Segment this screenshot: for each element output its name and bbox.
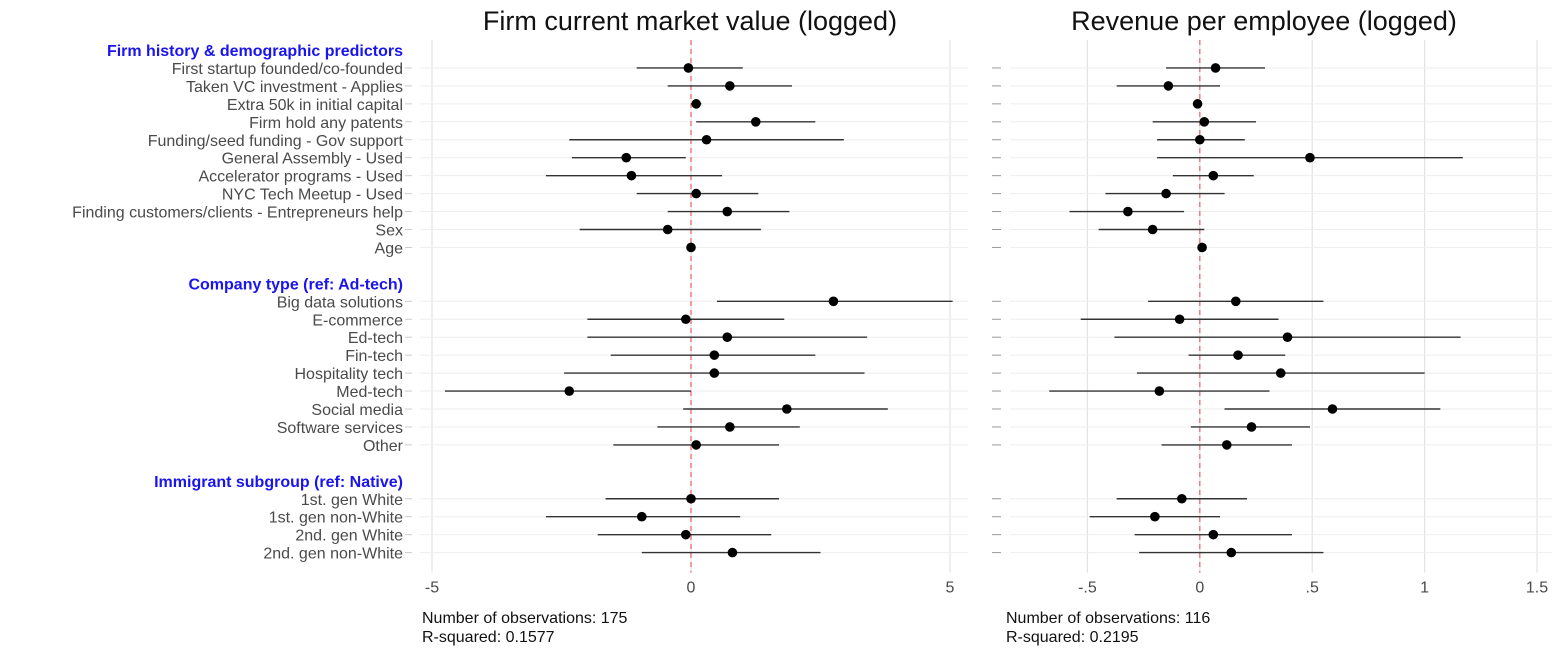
- row-label: First startup founded/co-founded: [172, 61, 403, 78]
- coefficient-point: [725, 81, 735, 91]
- r-squared: R-squared: 0.2195: [1006, 629, 1139, 646]
- coefficient-point: [686, 242, 696, 253]
- row-label: Funding/seed funding - Gov support: [148, 133, 404, 150]
- x-tick-label: 1: [1420, 580, 1429, 597]
- coefficient-point: [686, 493, 696, 504]
- x-tick-label: -.5: [1078, 580, 1097, 597]
- coefficient-point: [1123, 206, 1133, 217]
- coefficient-point: [1177, 493, 1187, 504]
- row-label: Med-tech: [336, 384, 403, 401]
- group-label: Firm history & demographic predictors: [107, 43, 403, 60]
- coefficient-point: [621, 152, 632, 163]
- coefficient-point: [1174, 314, 1185, 325]
- row-label: Taken VC investment - Applies: [186, 79, 403, 96]
- row-label: NYC Tech Meetup - Used: [222, 187, 403, 204]
- coefficient-point: [701, 134, 712, 145]
- coefficient-point: [681, 529, 691, 540]
- coefficient-point: [626, 170, 637, 181]
- coefficient-point: [1161, 188, 1171, 199]
- row-label: Other: [363, 438, 404, 455]
- coefficient-point: [691, 440, 701, 450]
- group-label: Company type (ref: Ad-tech): [188, 276, 403, 293]
- coefficient-point: [683, 63, 694, 73]
- observations-count: Number of observations: 116: [1006, 610, 1210, 627]
- coefficient-point: [1226, 547, 1237, 558]
- coefficient-point: [727, 547, 738, 558]
- coefficient-point: [1305, 152, 1315, 163]
- row-label: 2nd. gen White: [295, 528, 403, 545]
- row-label: 2nd. gen non-White: [263, 546, 403, 563]
- coefficient-point: [1199, 117, 1210, 127]
- coefficient-point: [1154, 386, 1165, 396]
- panel-title-2: Revenue per employee (logged): [1071, 6, 1457, 36]
- coefficient-point: [1282, 332, 1293, 343]
- coefficient-point: [691, 188, 701, 199]
- coefficient-point: [681, 314, 691, 325]
- r-squared: R-squared: 0.1577: [422, 629, 555, 646]
- coefficient-point: [1150, 511, 1160, 522]
- coefficient-point: [1208, 170, 1219, 181]
- row-label: Firm hold any patents: [249, 115, 403, 132]
- coefficient-point: [1327, 404, 1338, 414]
- observations-count: Number of observations: 175: [422, 610, 628, 627]
- x-tick-label: -5: [425, 580, 439, 597]
- row-label: 1st. gen non-White: [269, 510, 403, 527]
- coefficient-point: [1246, 422, 1257, 432]
- coefficient-point: [1192, 99, 1203, 109]
- coefficient-point: [564, 386, 575, 396]
- coefficient-point: [722, 206, 733, 217]
- coefficient-point: [636, 511, 647, 522]
- coefficient-point: [1163, 81, 1174, 91]
- x-tick-label: 5: [946, 580, 955, 597]
- row-label: Sex: [375, 223, 403, 240]
- row-label: Fin-tech: [345, 348, 403, 365]
- row-label: Hospitality tech: [295, 366, 404, 383]
- coefficient-point: [828, 296, 839, 307]
- row-label: General Assembly - Used: [222, 151, 403, 168]
- x-tick-label: 1.5: [1526, 580, 1548, 597]
- row-label: 1st. gen White: [301, 492, 403, 509]
- row-label: Ed-tech: [348, 330, 403, 347]
- coefficient-point: [1210, 63, 1221, 73]
- x-tick-label: 0: [687, 580, 696, 597]
- coefficient-point: [1195, 134, 1205, 145]
- x-tick-label: 0: [1195, 580, 1204, 597]
- row-label: Finding customers/clients - Entrepreneur…: [72, 205, 403, 222]
- coefficient-point: [1230, 296, 1241, 307]
- coefficient-point: [1222, 440, 1232, 450]
- coefficient-point: [782, 404, 792, 414]
- coefficient-point: [1275, 368, 1286, 378]
- row-label: E-commerce: [312, 312, 403, 329]
- coefficient-point: [1147, 224, 1158, 235]
- group-label: Immigrant subgroup (ref: Native): [154, 474, 403, 491]
- coefficient-point: [1233, 350, 1243, 360]
- coefficient-point: [691, 99, 701, 109]
- row-label: Big data solutions: [277, 294, 403, 311]
- coefficient-point: [662, 224, 673, 235]
- row-label: Accelerator programs - Used: [198, 169, 403, 186]
- coefficient-point: [709, 350, 720, 360]
- coefficient-point: [725, 422, 735, 432]
- x-tick-label: .5: [1306, 580, 1319, 597]
- panel-title-1: Firm current market value (logged): [483, 6, 897, 36]
- row-label: Age: [375, 240, 404, 257]
- coefficient-point: [1197, 242, 1207, 253]
- row-label: Social media: [311, 402, 403, 419]
- coefficient-point: [1208, 529, 1219, 540]
- row-label: Extra 50k in initial capital: [227, 97, 403, 114]
- coefficient-point: [750, 117, 761, 127]
- coefficient-point: [722, 332, 733, 343]
- row-label: Software services: [277, 420, 403, 437]
- coefficient-point: [709, 368, 720, 378]
